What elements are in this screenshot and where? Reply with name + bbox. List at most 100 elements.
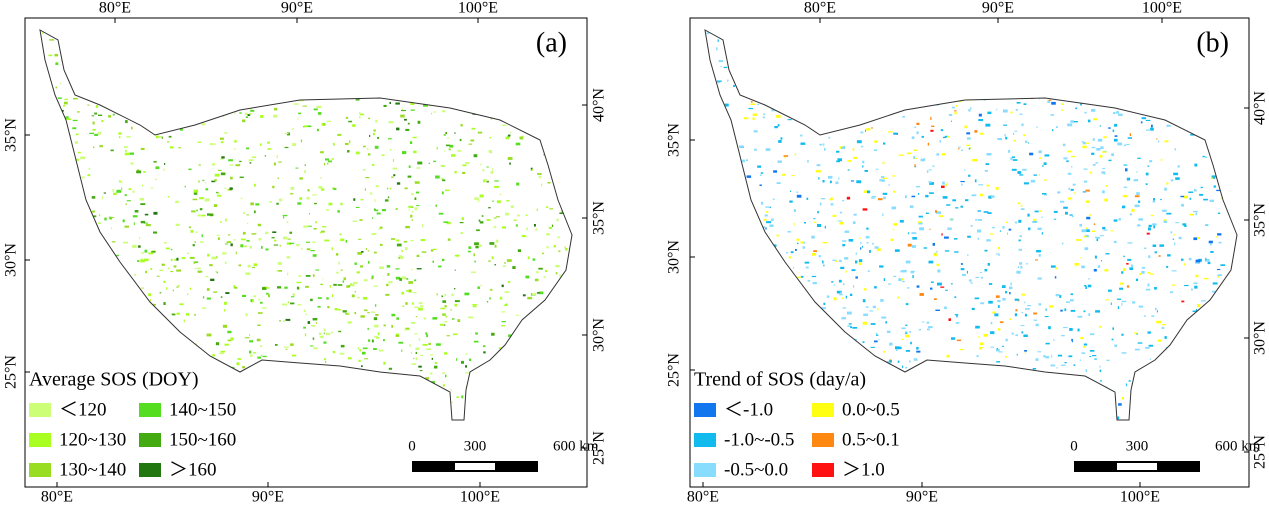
pixel xyxy=(930,281,934,283)
pixel xyxy=(89,356,95,359)
pixel xyxy=(899,67,904,70)
pixel xyxy=(167,267,170,270)
pixel xyxy=(938,74,942,77)
pixel xyxy=(166,287,168,290)
pixel xyxy=(934,33,939,36)
pixel xyxy=(307,125,312,128)
pixel xyxy=(1238,351,1243,353)
pixel xyxy=(317,128,319,132)
pixel xyxy=(867,106,871,109)
pixel xyxy=(118,404,123,406)
pixel xyxy=(116,268,121,271)
pixel xyxy=(152,303,156,306)
pixel xyxy=(893,132,897,135)
pixel xyxy=(99,237,103,240)
pixel xyxy=(163,168,165,172)
pixel xyxy=(545,408,550,410)
pixel xyxy=(1163,219,1167,222)
pixel xyxy=(283,216,285,219)
pixel xyxy=(845,295,847,299)
pixel xyxy=(404,53,407,56)
pixel xyxy=(1193,339,1198,342)
pixel xyxy=(1019,235,1022,238)
pixel xyxy=(494,108,498,111)
pixel xyxy=(367,327,369,330)
pixel xyxy=(367,371,371,373)
pixel xyxy=(243,211,245,214)
pixel xyxy=(422,42,424,45)
pixel xyxy=(886,393,888,397)
pixel xyxy=(442,110,446,113)
pixel xyxy=(725,143,728,146)
pixel xyxy=(1208,397,1213,400)
pixel xyxy=(1058,47,1064,51)
pixel xyxy=(454,269,456,271)
pixel xyxy=(363,65,367,69)
pixel xyxy=(1143,49,1148,53)
legend-label: 130~140 xyxy=(59,459,126,480)
pixel xyxy=(563,72,567,74)
pixel xyxy=(295,167,299,169)
pixel xyxy=(925,212,929,214)
pixel xyxy=(1100,146,1104,149)
pixel xyxy=(783,155,789,157)
pixel xyxy=(464,52,466,55)
pixel xyxy=(1209,366,1214,368)
pixel xyxy=(99,349,102,351)
pixel xyxy=(386,283,389,287)
pixel xyxy=(1180,410,1183,414)
pixel xyxy=(173,265,177,268)
pixel xyxy=(408,281,413,284)
pixel xyxy=(1099,365,1101,368)
pixel xyxy=(942,392,945,396)
pixel xyxy=(1151,124,1153,128)
pixel xyxy=(140,203,146,205)
pixel xyxy=(194,268,196,270)
bottom-tick-label: 80°E xyxy=(41,489,73,506)
pixel xyxy=(427,61,430,64)
pixel xyxy=(886,44,890,47)
pixel xyxy=(1118,113,1123,116)
pixel xyxy=(1127,137,1132,139)
pixel xyxy=(1118,218,1121,221)
pixel xyxy=(441,295,444,298)
pixel xyxy=(235,251,237,255)
pixel xyxy=(1085,286,1087,289)
pixel xyxy=(391,313,396,317)
pixel xyxy=(220,137,224,140)
pixel xyxy=(364,188,366,191)
pixel xyxy=(1187,124,1191,126)
pixel xyxy=(239,176,244,178)
pixel xyxy=(707,127,713,131)
pixel xyxy=(1239,387,1242,388)
pixel xyxy=(945,289,948,291)
pixel xyxy=(486,219,491,221)
pixel xyxy=(335,253,339,256)
pixel xyxy=(436,343,441,346)
pixel xyxy=(776,182,781,184)
pixel xyxy=(914,411,920,414)
pixel xyxy=(374,209,379,212)
pixel xyxy=(409,141,413,144)
pixel xyxy=(798,318,801,321)
pixel xyxy=(1198,109,1201,113)
pixel xyxy=(518,116,524,118)
pixel xyxy=(944,135,949,138)
pixel xyxy=(1111,84,1117,86)
pixel xyxy=(870,323,876,325)
pixel xyxy=(894,83,898,86)
pixel xyxy=(748,63,751,65)
pixel xyxy=(1064,362,1067,364)
pixel xyxy=(371,277,374,280)
pixel xyxy=(1060,200,1065,203)
pixel xyxy=(271,237,275,239)
pixel xyxy=(1055,80,1059,84)
pixel xyxy=(446,335,450,337)
pixel xyxy=(118,136,121,139)
pixel xyxy=(462,164,467,167)
pixel xyxy=(353,77,357,81)
pixel xyxy=(498,347,502,349)
pixel xyxy=(67,257,70,260)
pixel xyxy=(954,112,957,115)
pixel xyxy=(748,107,753,110)
